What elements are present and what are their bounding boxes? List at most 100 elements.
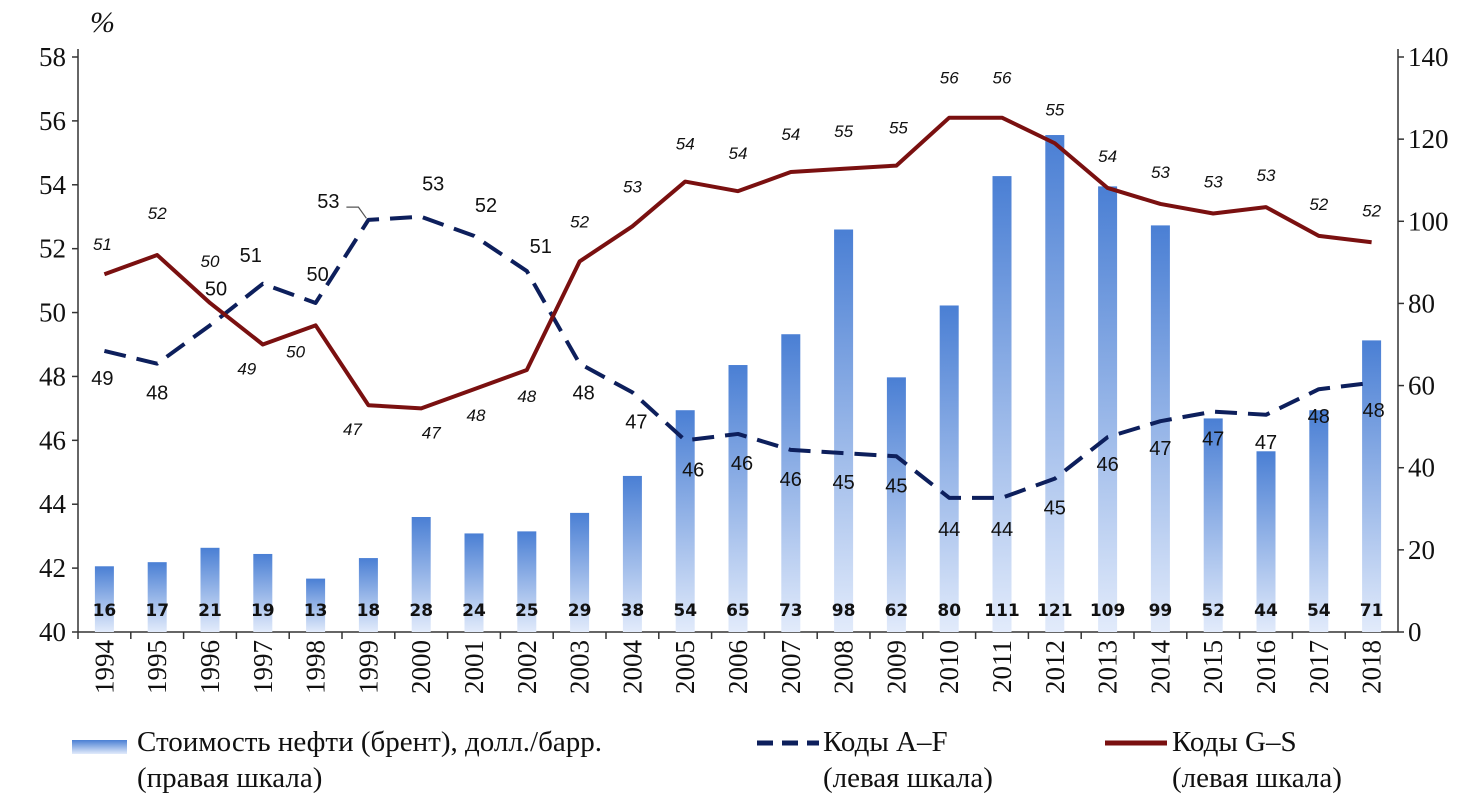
oil-price-bar bbox=[1150, 225, 1170, 632]
left-tick-label: 54 bbox=[39, 170, 67, 200]
oil-price-bar bbox=[939, 305, 959, 632]
right-tick-label: 80 bbox=[1408, 288, 1435, 318]
af-value-label: 47 bbox=[1255, 432, 1277, 454]
af-value-label: 50 bbox=[205, 278, 227, 300]
legend-gs-label: Коды G–S bbox=[1172, 726, 1297, 758]
oil-price-bar bbox=[358, 558, 378, 632]
oil-price-bar bbox=[728, 365, 748, 632]
oil-price-bar bbox=[147, 562, 167, 632]
oil-price-bar bbox=[675, 410, 695, 632]
af-value-label: 47 bbox=[1149, 438, 1171, 460]
left-tick-label: 44 bbox=[39, 489, 67, 519]
legend-swatch-af bbox=[757, 740, 819, 746]
chart: % 40 42 44 46 48 50 52 54 56 58 0 20 40 60 80 100 120 140… bbox=[39, 6, 1449, 694]
gs-value-label: 52 bbox=[148, 204, 167, 223]
oil-price-bar bbox=[1362, 340, 1382, 632]
af-value-label: 46 bbox=[1096, 454, 1118, 476]
bar-value-label: 121 bbox=[1037, 601, 1073, 621]
left-tick-label: 56 bbox=[39, 106, 66, 136]
gs-value-label: 55 bbox=[1045, 100, 1064, 119]
year-label: 1996 bbox=[195, 640, 225, 694]
bar-value-label: 109 bbox=[1090, 601, 1126, 621]
bar-value-label: 71 bbox=[1360, 601, 1384, 621]
bar-value-label: 111 bbox=[984, 601, 1020, 621]
gs-value-label: 55 bbox=[834, 122, 853, 141]
legend-af-scale: (левая шкала) bbox=[823, 762, 993, 794]
af-value-label: 45 bbox=[832, 472, 854, 494]
gs-value-label: 54 bbox=[676, 135, 695, 154]
af-value-label: 48 bbox=[1362, 400, 1384, 422]
oil-price-bar bbox=[1098, 186, 1118, 632]
bar-value-label: 62 bbox=[885, 601, 909, 621]
bar-value-label: 17 bbox=[145, 601, 169, 621]
right-tick-label: 20 bbox=[1408, 535, 1435, 565]
oil-price-bar bbox=[992, 176, 1012, 632]
bar-value-label: 98 bbox=[832, 601, 856, 621]
gs-value-label: 54 bbox=[729, 144, 748, 163]
year-label: 2004 bbox=[617, 640, 647, 695]
af-value-label: 46 bbox=[731, 453, 753, 475]
oil-price-bar bbox=[94, 566, 114, 632]
year-label: 2018 bbox=[1357, 640, 1387, 694]
af-value-label: 45 bbox=[1044, 498, 1066, 520]
gs-value-label: 54 bbox=[781, 125, 800, 144]
year-label: 2012 bbox=[1040, 640, 1070, 694]
gs-value-label: 47 bbox=[343, 420, 362, 439]
right-tick-label: 100 bbox=[1408, 206, 1449, 236]
axes: 40 42 44 46 48 50 52 54 56 58 0 20 40 60 80 100 120 140 19… bbox=[39, 42, 1449, 694]
bar-value-label: 73 bbox=[779, 601, 803, 621]
series-lines bbox=[103, 115, 1372, 500]
legend: Стоимость нефти (брент), долл./барр. (пр… bbox=[0, 722, 1483, 802]
af-value-label: 51 bbox=[240, 245, 262, 267]
oil-price-bar bbox=[306, 578, 326, 632]
left-tick-label: 42 bbox=[39, 553, 66, 583]
bar-value-label: 13 bbox=[304, 601, 328, 621]
bar-value-label: 80 bbox=[937, 601, 961, 621]
year-label: 1994 bbox=[89, 640, 119, 695]
gs-value-label: 48 bbox=[517, 387, 536, 406]
left-tick-label: 46 bbox=[39, 425, 66, 455]
gs-value-label: 53 bbox=[1257, 166, 1276, 185]
gs-value-label: 53 bbox=[1151, 163, 1170, 182]
gs-value-label: 52 bbox=[1309, 195, 1328, 214]
af-value-label: 53 bbox=[317, 191, 339, 213]
af-value-label: 47 bbox=[1202, 429, 1224, 451]
oil-price-bar bbox=[622, 475, 642, 632]
right-tick-label: 60 bbox=[1408, 371, 1435, 401]
af-value-label: 53 bbox=[422, 174, 444, 196]
oil-price-bar bbox=[411, 517, 431, 632]
bar-value-label: 52 bbox=[1201, 601, 1225, 621]
bars bbox=[94, 135, 1382, 633]
year-label: 2017 bbox=[1304, 640, 1334, 694]
oil-price-bar bbox=[517, 531, 537, 632]
right-tick-label: 140 bbox=[1408, 42, 1449, 72]
year-label: 2009 bbox=[881, 640, 911, 694]
bar-value-label: 28 bbox=[409, 601, 433, 621]
af-value-label: 51 bbox=[530, 236, 552, 258]
bar-value-label: 54 bbox=[673, 601, 697, 621]
gs-value-label: 49 bbox=[237, 360, 256, 379]
oil-price-bar bbox=[1256, 451, 1276, 632]
year-label: 2002 bbox=[512, 640, 542, 694]
leader-line bbox=[346, 206, 367, 219]
year-label: 2008 bbox=[829, 640, 859, 694]
af-value-label: 45 bbox=[885, 475, 907, 497]
gs-value-label: 56 bbox=[993, 69, 1012, 88]
legend-oil-scale: (правая шкала) bbox=[137, 762, 323, 794]
oil-price-bar bbox=[253, 553, 273, 632]
left-tick-label: 58 bbox=[39, 42, 66, 72]
right-tick-label: 0 bbox=[1408, 617, 1422, 647]
af-value-label: 52 bbox=[475, 195, 497, 217]
gs-value-label: 48 bbox=[467, 406, 486, 425]
bar-value-label: 54 bbox=[1307, 601, 1331, 621]
gs-value-label: 53 bbox=[623, 177, 642, 196]
right-tick-label: 120 bbox=[1408, 124, 1449, 154]
unit-label: % bbox=[90, 6, 115, 39]
gs-value-label: 53 bbox=[1204, 173, 1223, 192]
oil-price-bar bbox=[570, 512, 590, 632]
bar-value-label: 19 bbox=[251, 601, 275, 621]
legend-af-label: Коды A–F bbox=[823, 726, 948, 758]
af-value-label: 46 bbox=[780, 469, 802, 491]
year-label: 2013 bbox=[1093, 640, 1123, 694]
year-label: 2006 bbox=[723, 640, 753, 694]
